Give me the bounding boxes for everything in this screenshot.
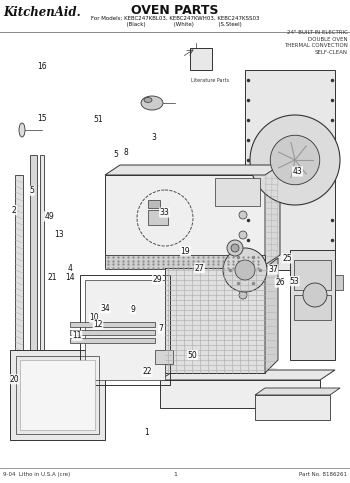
Text: 22: 22	[142, 368, 152, 376]
Circle shape	[227, 240, 243, 256]
Text: Part No. 8186261: Part No. 8186261	[299, 472, 347, 477]
Circle shape	[250, 115, 340, 205]
Bar	[335, 275, 343, 290]
Circle shape	[239, 231, 247, 239]
Bar	[70, 330, 155, 335]
Bar	[70, 338, 155, 343]
Text: KitchenAid.: KitchenAid.	[3, 6, 81, 19]
Ellipse shape	[141, 96, 163, 110]
Bar	[294, 260, 331, 290]
Bar	[215, 178, 260, 206]
Ellipse shape	[144, 98, 152, 102]
FancyBboxPatch shape	[155, 350, 173, 364]
Ellipse shape	[19, 123, 25, 137]
Text: 49: 49	[44, 212, 54, 221]
Text: 51: 51	[93, 115, 103, 124]
Text: 13: 13	[55, 230, 64, 239]
Bar	[294, 295, 331, 320]
Bar	[160, 380, 320, 408]
Circle shape	[223, 248, 267, 292]
Text: 12: 12	[93, 320, 103, 329]
Text: For Models: KEBC247KBL03, KEBC247KWH03, KEBC247KSS03: For Models: KEBC247KBL03, KEBC247KWH03, …	[91, 16, 259, 21]
Circle shape	[239, 271, 247, 279]
Polygon shape	[160, 370, 335, 380]
Text: 1: 1	[145, 428, 149, 437]
Text: 10: 10	[90, 313, 99, 322]
Circle shape	[239, 251, 247, 259]
Text: 53: 53	[289, 277, 299, 285]
Circle shape	[231, 244, 239, 252]
Text: 33: 33	[160, 208, 169, 217]
Bar	[20, 360, 95, 430]
Polygon shape	[255, 388, 340, 395]
Text: Literature Parts: Literature Parts	[191, 78, 229, 83]
Polygon shape	[265, 258, 278, 373]
Polygon shape	[10, 350, 105, 440]
Bar	[148, 200, 160, 208]
Bar	[80, 275, 170, 385]
Bar	[16, 356, 99, 434]
Bar	[85, 280, 165, 380]
Text: 8: 8	[124, 148, 128, 156]
Circle shape	[239, 211, 247, 219]
Text: 25: 25	[282, 254, 292, 263]
Text: 11: 11	[72, 331, 82, 340]
Circle shape	[239, 291, 247, 299]
Text: 14: 14	[65, 273, 75, 282]
Bar	[15, 175, 23, 385]
Bar	[105, 255, 265, 269]
Text: 26: 26	[275, 278, 285, 287]
Text: 50: 50	[188, 351, 197, 359]
Text: 16: 16	[37, 62, 47, 71]
Text: (Black)                (White)              (S.Steel): (Black) (White) (S.Steel)	[108, 22, 241, 27]
Text: 37: 37	[268, 265, 278, 274]
Text: 4: 4	[68, 264, 72, 272]
Text: 1: 1	[173, 472, 177, 477]
Polygon shape	[105, 165, 280, 175]
Bar	[165, 268, 265, 373]
Bar	[148, 210, 168, 225]
Text: 34: 34	[100, 304, 110, 313]
Bar	[190, 48, 212, 70]
Polygon shape	[265, 165, 280, 265]
Bar	[105, 175, 265, 265]
Text: 2: 2	[12, 206, 16, 214]
Text: 20: 20	[9, 375, 19, 384]
Text: 9-04  Litho in U.S.A (cre): 9-04 Litho in U.S.A (cre)	[3, 472, 70, 477]
Text: 15: 15	[37, 114, 47, 123]
Text: 3: 3	[152, 133, 156, 142]
Text: 29: 29	[153, 275, 162, 284]
Text: 5: 5	[29, 186, 34, 195]
Text: 27: 27	[195, 264, 204, 272]
Text: OVEN PARTS: OVEN PARTS	[131, 4, 219, 17]
Bar	[290, 250, 335, 360]
Text: 9: 9	[131, 305, 135, 313]
Bar	[245, 70, 335, 270]
Text: 5: 5	[113, 150, 118, 159]
Text: 7: 7	[159, 324, 163, 333]
Bar	[40, 155, 44, 420]
Text: 21: 21	[48, 273, 57, 282]
Circle shape	[235, 260, 255, 280]
Circle shape	[303, 283, 327, 307]
Text: 43: 43	[293, 167, 302, 176]
Bar	[30, 155, 37, 420]
Text: 19: 19	[181, 247, 190, 256]
Circle shape	[270, 135, 320, 185]
Bar	[70, 322, 155, 327]
Circle shape	[239, 191, 247, 199]
Text: 24" BUILT-IN ELECTRIC
DOUBLE OVEN
THERMAL CONVECTION
SELF-CLEAN: 24" BUILT-IN ELECTRIC DOUBLE OVEN THERMA…	[284, 30, 348, 55]
Bar	[255, 395, 330, 420]
